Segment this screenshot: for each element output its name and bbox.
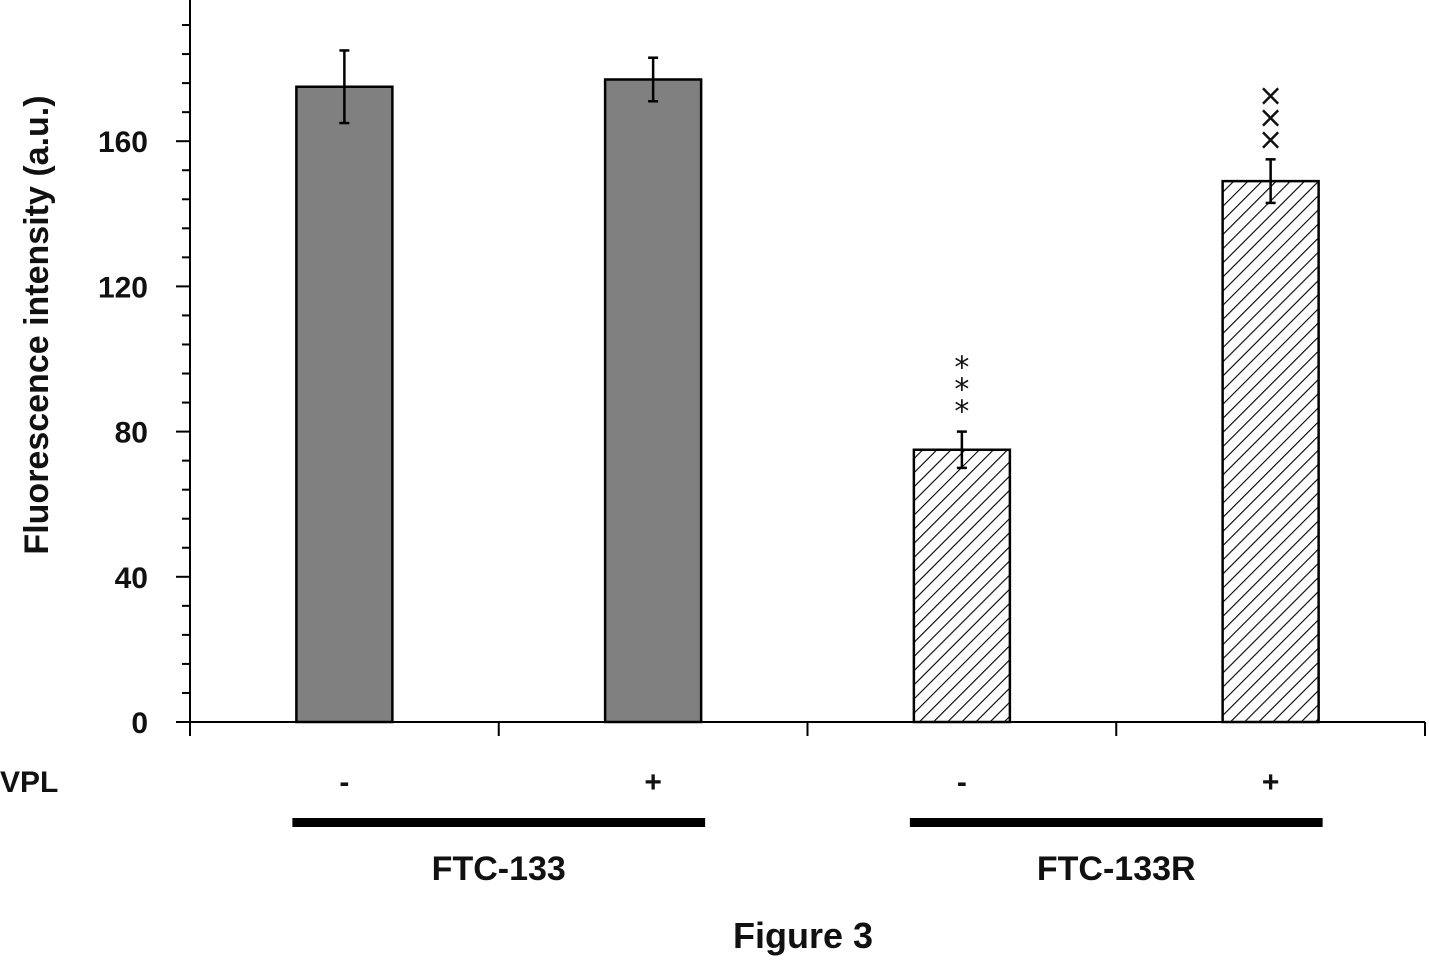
group-brackets: FTC-133 FTC-133R	[292, 818, 1323, 888]
bar	[603, 78, 703, 724]
significance-mark: *	[954, 351, 969, 386]
y-tick-label: 120	[98, 271, 148, 304]
bars: - +***-×××+	[295, 49, 1320, 799]
bar	[912, 448, 1012, 724]
significance-mark: ×	[1258, 78, 1283, 113]
y-tick-label: 40	[115, 562, 148, 595]
group-label: FTC-133R	[1037, 850, 1196, 888]
y-tick-label: 160	[98, 126, 148, 159]
group-label: FTC-133	[432, 850, 566, 888]
group-bar	[292, 818, 706, 827]
significance-mark: *	[954, 373, 969, 408]
vpl-category-label: -	[957, 766, 967, 799]
vpl-row-label: VPL	[0, 766, 58, 799]
significance-mark: *	[954, 395, 969, 430]
vpl-category-label: +	[644, 766, 662, 799]
y-axis: 0 40 80 120 160	[98, 0, 191, 740]
bar	[295, 85, 394, 724]
x-axis	[189, 721, 1426, 736]
significance-mark: ×	[1258, 122, 1283, 157]
significance-mark: ×	[1258, 100, 1283, 135]
y-tick-label: 0	[131, 707, 148, 740]
figure-caption: Figure 3	[733, 915, 873, 956]
bar	[1221, 179, 1320, 724]
vpl-category-label: -	[339, 766, 349, 799]
y-tick-label: 80	[115, 417, 148, 450]
y-axis-title: Fluorescence intensity (a.u.)	[18, 95, 56, 554]
group-bar	[909, 818, 1323, 827]
vpl-category-label: +	[1262, 766, 1280, 799]
